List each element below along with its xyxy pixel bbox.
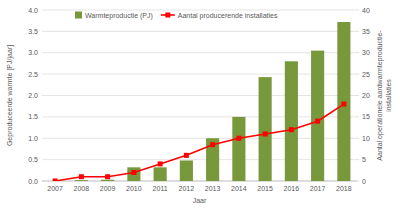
- y-tick-label: 1.5: [28, 113, 38, 120]
- y-axis-title: Geproduceerde warmte [PJ/jaar]: [6, 45, 14, 146]
- y2-axis-title: Aantal operationele aardwarmteproductie-…: [376, 30, 392, 161]
- y-tick-label: 2.0: [28, 92, 38, 99]
- marker: [315, 119, 320, 124]
- grid-line: [42, 181, 357, 182]
- x-tick-label: 2018: [336, 185, 352, 192]
- grid-line: [42, 31, 357, 32]
- grid: [42, 10, 357, 181]
- x-tick-label: 2009: [100, 185, 116, 192]
- bar: [259, 77, 272, 181]
- x-tick-label: 2016: [284, 185, 300, 192]
- bar: [75, 180, 88, 181]
- y2-tick-label: 10: [362, 135, 370, 142]
- y2-tick: [357, 74, 359, 75]
- axes: 0.0 0.5 1.0 1.5 2.0 2.5 3.0 3.5 4.0 0 5 10 15 20 25 30 3…: [28, 7, 370, 193]
- chart-svg: 0.0 0.5 1.0 1.5 2.0 2.5 3.0 3.5 4.0 0 5 10 15 20 25 30 3…: [0, 0, 400, 211]
- y2-tick: [357, 138, 359, 139]
- marker: [289, 127, 294, 132]
- grid-line: [42, 95, 357, 96]
- x-tick-label: 2007: [47, 185, 63, 192]
- x-tick-label: 2012: [179, 185, 195, 192]
- legend-swatch: [75, 12, 82, 19]
- y-tick-label: 0.5: [28, 156, 38, 163]
- grid-line: [42, 10, 357, 11]
- grid-line: [42, 138, 357, 139]
- marker: [105, 174, 110, 179]
- bar: [337, 22, 350, 181]
- bar: [206, 138, 219, 181]
- y-tick-label: 4.0: [28, 7, 38, 14]
- y2-tick: [357, 31, 359, 32]
- marker: [184, 153, 189, 158]
- grid-line: [42, 116, 357, 117]
- bar: [180, 160, 193, 181]
- y-tick-label: 1.0: [28, 135, 38, 142]
- marker: [263, 131, 268, 136]
- bar: [154, 167, 167, 181]
- y-tick-label: 2.5: [28, 71, 38, 78]
- x-tick-label: 2010: [126, 185, 142, 192]
- line: [55, 104, 344, 181]
- y2-tick-label: 40: [362, 7, 370, 14]
- plot-data: [53, 22, 351, 181]
- y2-tick-label: 15: [362, 113, 370, 120]
- bar: [285, 61, 298, 181]
- bar: [127, 167, 140, 181]
- y-tick-label: 0.0: [28, 178, 38, 185]
- x-axis: [42, 181, 357, 182]
- y2-tick-label: 20: [362, 92, 370, 99]
- y-tick-label: 3.0: [28, 49, 38, 56]
- y2-tick-label: 30: [362, 49, 370, 56]
- grid-line: [42, 52, 357, 53]
- bar: [311, 51, 324, 181]
- x-tick-label: 2011: [153, 185, 168, 192]
- y2-tick: [357, 181, 359, 182]
- chart-container: 0.0 0.5 1.0 1.5 2.0 2.5 3.0 3.5 4.0 0 5 10 15 20 25 30 3…: [0, 0, 400, 211]
- marker: [210, 142, 215, 147]
- grid-line: [42, 74, 357, 75]
- legend: Warmteproductie (PJ) Aantal producerende …: [75, 12, 278, 20]
- y2-tick-label: 0: [362, 178, 366, 185]
- y2-tick: [357, 10, 359, 11]
- grid-line: [42, 159, 357, 160]
- x-tick-label: 2017: [310, 185, 326, 192]
- marker: [53, 179, 58, 182]
- legend-label: Aantal producerende installaties: [178, 12, 278, 20]
- legend-marker: [165, 13, 170, 18]
- y2-tick-label: 25: [362, 71, 370, 78]
- x-tick-label: 2008: [74, 185, 90, 192]
- y2-tick: [357, 159, 359, 160]
- x-tick-label: 2014: [231, 185, 247, 192]
- marker: [158, 161, 163, 166]
- y2-tick: [357, 52, 359, 53]
- y2-tick-label: 35: [362, 28, 370, 35]
- y2-tick: [357, 116, 359, 117]
- legend-label: Warmteproductie (PJ): [85, 12, 153, 20]
- bar: [101, 180, 114, 181]
- marker: [79, 174, 84, 179]
- x-tick-label: 2013: [205, 185, 221, 192]
- marker: [236, 136, 241, 141]
- y2-tick-label: 5: [362, 156, 366, 163]
- bar: [232, 117, 245, 181]
- y-tick-label: 3.5: [28, 28, 38, 35]
- marker: [131, 170, 136, 175]
- x-axis-title: Jaar: [193, 197, 207, 204]
- x-tick-label: 2015: [257, 185, 273, 192]
- y2-tick: [357, 95, 359, 96]
- marker: [341, 102, 346, 107]
